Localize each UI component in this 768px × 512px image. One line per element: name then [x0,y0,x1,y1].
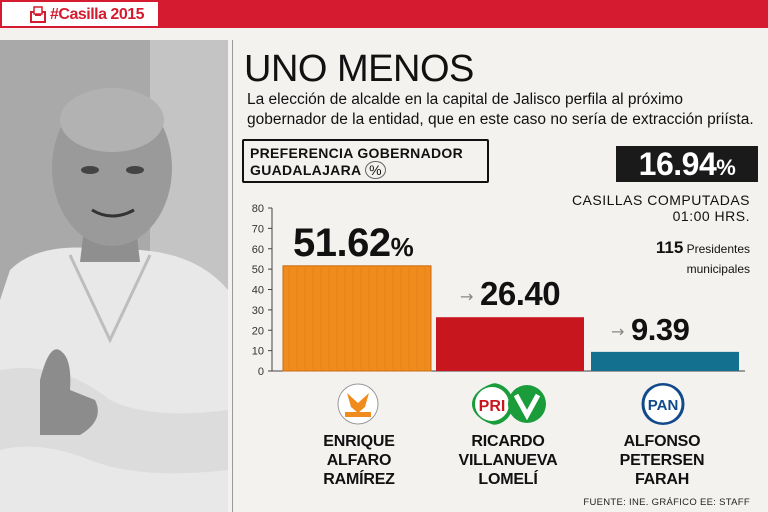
presidents-count: 115 [655,238,684,257]
candidate-name-villanueva: RICARDO VILLANUEVA LOMELÍ [446,432,570,489]
data-label: 26.40 [480,275,560,312]
section-tag-label: #Casilla 2015 [50,6,145,23]
presidents-label-line1: Presidentes [686,242,750,256]
arrow-icon: → [460,287,473,306]
y-tick-label: 10 [252,346,264,358]
section-tag[interactable]: #Casilla 2015 [0,0,160,28]
arrow-icon: → [611,322,624,341]
candidate-name-alfaro: ENRIQUE ALFARO RAMÍREZ [298,432,420,489]
y-tick-label: 20 [252,325,264,337]
pri-logo-text: PRI [479,398,506,415]
counted-percentage: 16.94% [616,146,758,182]
candidate-name-line: RICARDO [471,433,545,450]
bar [282,265,432,372]
y-tick-label: 30 [252,305,264,317]
pan-logo-icon: PAN [641,383,685,425]
y-tick-label: 80 [252,203,264,215]
counted-label-line1: CASILLAS COMPUTADAS [571,192,750,208]
page-subtitle: La elección de alcalde en la capital de … [247,91,754,128]
counted-label-line2: 01:00 HRS. [672,208,750,224]
counted-unit: % [716,155,736,180]
bar [591,351,739,371]
candidate-name-line: ALFONSO [623,433,701,450]
candidate-name-line: LOMELÍ [478,471,538,488]
movimiento-ciudadano-logo-icon [337,383,379,425]
data-label-unit: % [391,232,414,262]
chart-label-line1: PREFERENCIA GOBERNADOR [250,145,463,161]
y-tick-label: 60 [252,244,264,256]
y-tick-label: 0 [258,366,264,378]
page-title: UNO MENOS [244,48,474,90]
y-tick-label: 40 [252,285,264,297]
vertical-divider [232,40,233,512]
presidents-info: 115 Presidentes municipales [656,238,750,279]
source-note: FUENTE: INE. GRÁFICO EE: STAFF [583,497,750,508]
y-tick-label: 50 [252,264,264,276]
presidents-label-line2: municipales [686,262,750,276]
pri-pvem-logo-icon: PRI [472,383,546,425]
counted-value: 16.94 [638,146,717,182]
pan-logo-text: PAN [648,397,679,414]
chart-label-line2: GUADALAJARA [250,162,361,178]
candidate-name-line: PETERSEN [619,452,705,469]
candidate-name-line: FARAH [634,471,690,488]
y-tick-label: 70 [252,223,264,235]
chart-unit: % [365,161,386,179]
person-thumbs-up-icon [0,40,228,512]
candidate-name-line: ALFARO [326,452,392,469]
candidate-name-petersen: ALFONSO PETERSEN FARAH [602,432,722,489]
candidate-name-line: VILLANUEVA [458,452,558,469]
candidate-photo [0,40,228,512]
candidate-name-line: RAMÍREZ [323,471,395,488]
data-label: 9.39 [631,312,690,347]
counted-label: CASILLAS COMPUTADAS 01:00 HRS. [572,192,750,224]
ballot-box-icon [30,6,46,23]
chart-label-box: PREFERENCIA GOBERNADOR GUADALAJARA % [242,139,489,183]
candidate-name-line: ENRIQUE [323,433,395,450]
bar [436,317,584,371]
data-label: 51.62% [293,221,414,265]
